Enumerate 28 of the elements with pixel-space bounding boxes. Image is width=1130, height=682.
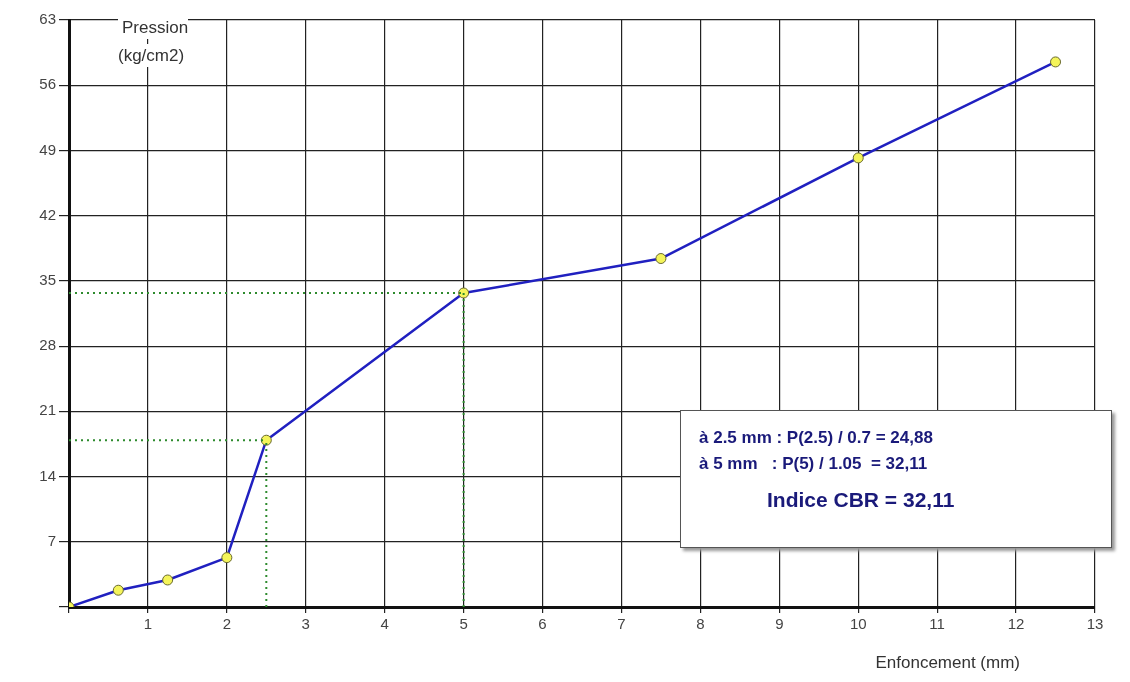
x-tick-label: 11: [929, 615, 945, 633]
y-tick-label: 63: [39, 10, 56, 28]
x-axis-title: Enfoncement (mm): [875, 653, 1020, 672]
x-tick-label: 2: [222, 615, 232, 633]
x-tick-label: 13: [1086, 615, 1104, 633]
x-tick-label: 10: [849, 615, 867, 633]
y-tick-label: 28: [39, 336, 56, 354]
y-tick-label: 14: [39, 466, 56, 484]
x-tick-label: 12: [1007, 615, 1025, 633]
y-tick-label: 7: [47, 531, 56, 549]
x-tick-label: 3: [301, 615, 310, 633]
annotation: à 5 mm : P(5) / 1.05 = 32,11: [699, 453, 929, 475]
x-tick-label: 8: [696, 615, 705, 633]
y-tick-label: 56: [39, 75, 56, 93]
x-tick-label: 7: [617, 615, 626, 633]
y-tick-label: 21: [39, 401, 56, 419]
y-tick-label: 35: [39, 271, 56, 289]
text-box: à 2.5 mm : P(2.5) / 0.7 = 24,88 à 5 mm : P(5) / 1.05 = 32,11 Indice CBR = 32,11: [680, 410, 1112, 548]
y-tick-label: 42: [39, 205, 56, 223]
x-tick-label: 4: [380, 615, 389, 633]
annotation: à 2.5 mm : P(2.5) / 0.7 = 24,88: [699, 427, 934, 449]
y-axis-title: Pression (kg/cm2): [118, 16, 189, 67]
x-tick-label: 9: [775, 615, 784, 633]
x-tick-label: 5: [459, 615, 468, 633]
x-tick-label: 1: [143, 615, 153, 633]
annotation: Indice CBR = 32,11: [766, 487, 956, 513]
x-tick-label: 6: [538, 615, 547, 633]
y-tick-label: 49: [39, 140, 56, 158]
